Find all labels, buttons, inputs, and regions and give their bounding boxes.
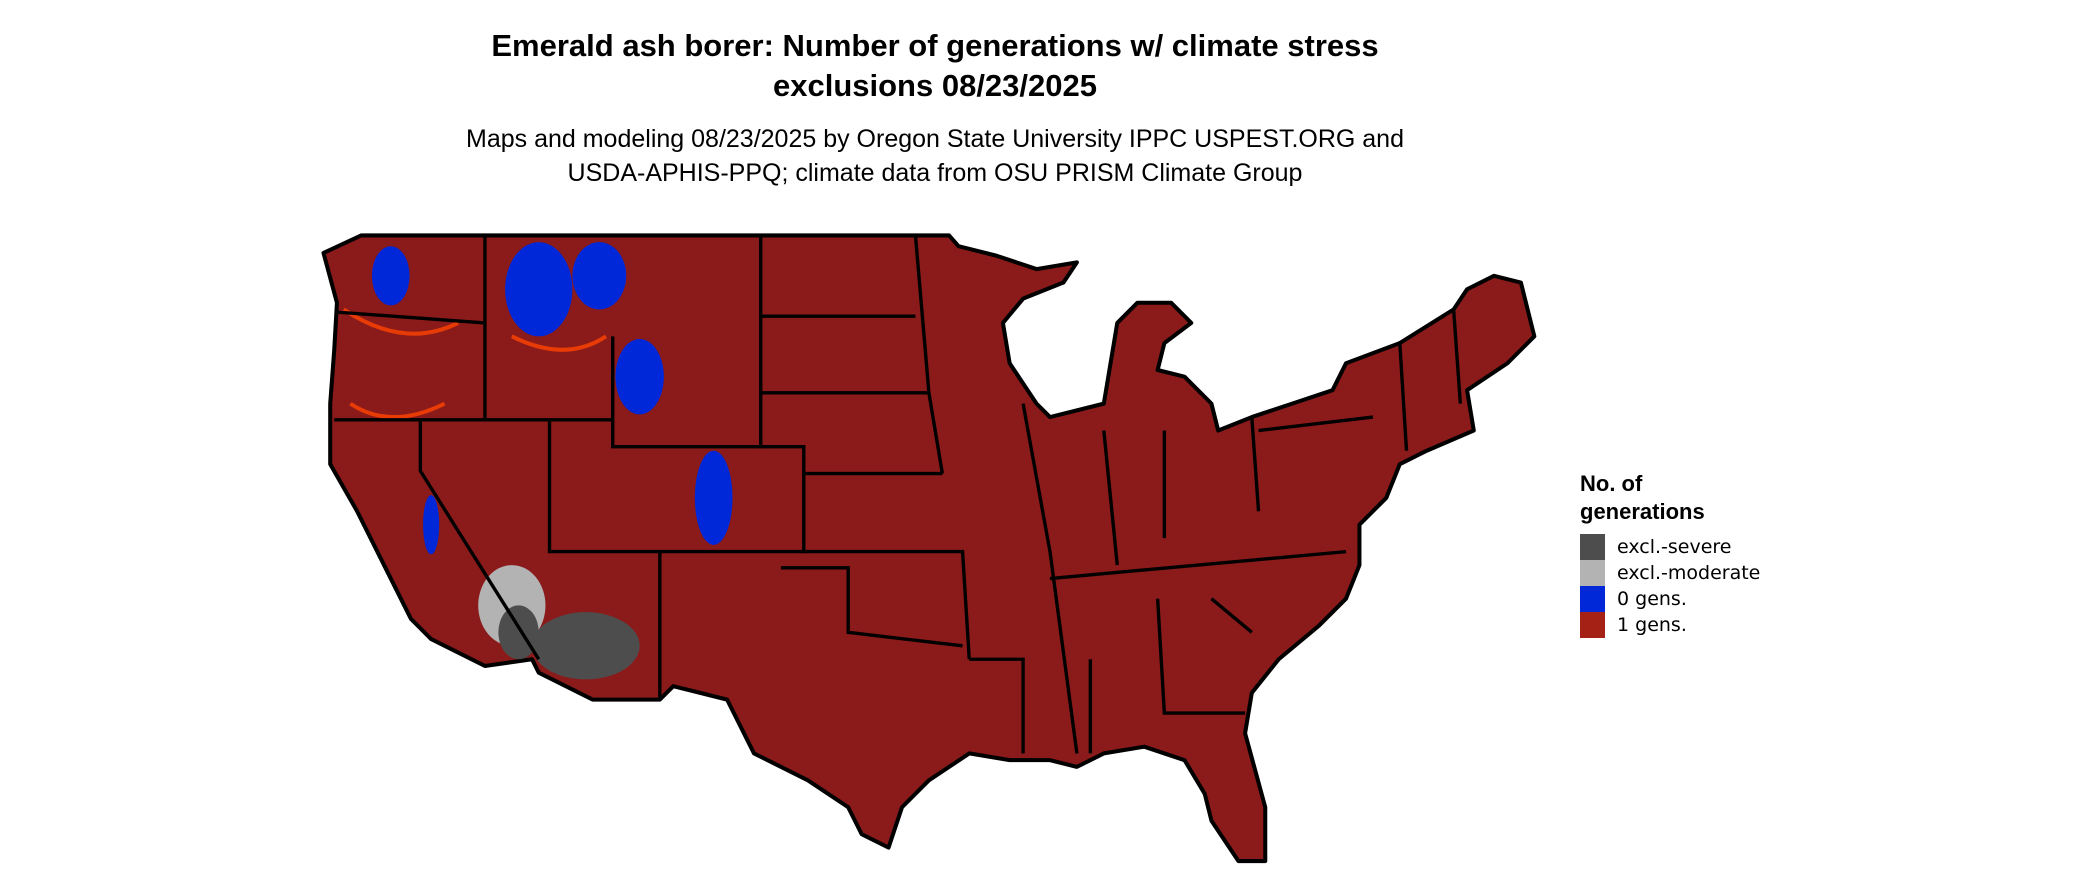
title-line-2: exclusions 08/23/2025 [772, 68, 1097, 103]
title-line-1: Emerald ash borer: Number of generations… [491, 28, 1379, 63]
legend-item-excl-moderate: excl.-moderate [1580, 560, 1760, 586]
climate-margin-areas [342, 307, 608, 419]
subtitle-line-2: USDA-APHIS-PPQ; climate data from OSU PR… [567, 159, 1303, 187]
legend-label: 1 gens. [1617, 614, 1687, 636]
legend-title-line-1: No. of [1580, 471, 1643, 496]
legend-swatch [1580, 586, 1605, 612]
legend-item-1-gens: 1 gens. [1580, 612, 1760, 638]
zero-gens-areas [371, 242, 733, 555]
legend-label: 0 gens. [1617, 588, 1687, 610]
legend-swatch [1580, 534, 1605, 560]
legend-title-line-2: generations [1580, 499, 1705, 524]
us-outline [321, 233, 1537, 864]
state-borders [334, 235, 1463, 754]
legend-label: excl.-moderate [1617, 562, 1761, 584]
legend-swatch [1580, 560, 1605, 586]
exclusion-areas [478, 565, 640, 680]
legend-label: excl.-severe [1617, 536, 1732, 558]
legend-swatch [1580, 612, 1605, 638]
legend-title: No. of generations [1580, 470, 1760, 526]
legend: No. of generations excl.-severe excl.-mo… [1580, 470, 1760, 638]
legend-item-excl-severe: excl.-severe [1580, 534, 1760, 560]
map-subtitle: Maps and modeling 08/23/2025 by Oregon S… [335, 122, 1535, 190]
map-title: Emerald ash borer: Number of generations… [335, 26, 1535, 106]
legend-item-0-gens: 0 gens. [1580, 586, 1760, 612]
subtitle-line-1: Maps and modeling 08/23/2025 by Oregon S… [466, 125, 1404, 153]
